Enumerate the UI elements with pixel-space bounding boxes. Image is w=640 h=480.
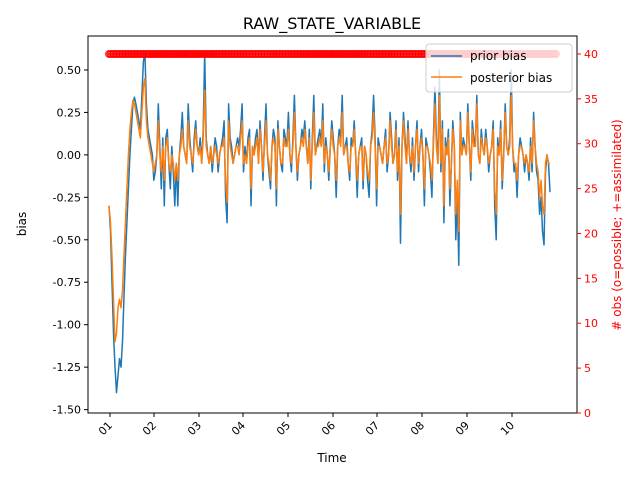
y-tick-label: -1.25 [53,361,81,374]
y-tick-label: 0.50 [57,64,82,77]
y-tick-label: -0.50 [53,234,81,247]
y2-tick-label: 35 [584,93,598,106]
y2-axis-label: # obs (o=possible; +=assimilated) [610,119,624,330]
y2-tick-label: 0 [584,407,591,420]
y2-tick-label: 5 [584,362,591,375]
y2-tick-label: 15 [584,272,598,285]
posterior-bias-line [108,77,550,343]
y2-tick-label: 40 [584,48,598,61]
right-axis: 0 5 10 15 20 25 30 35 40 [577,48,598,420]
left-axis: -1.50 -1.25 -1.00 -0.75 -0.50 -0.25 0.00 0.25 0.… [53,64,88,417]
legend-prior-label: prior bias [470,49,527,63]
y2-tick-label: 30 [584,138,598,151]
plot-area [108,52,551,394]
y2-tick-label: 20 [584,227,598,240]
y-tick-label: 0.00 [57,149,82,162]
legend-box [425,43,573,93]
y-tick-label: -1.50 [53,404,81,417]
y-tick-label: -0.25 [53,191,81,204]
y2-tick-label: 10 [584,317,598,330]
y-tick-label: -0.75 [53,276,81,289]
x-axis-label: Time [316,451,346,465]
y-tick-label: -1.00 [53,319,81,332]
obs-markers [105,50,560,58]
legend: prior bias posterior bias [425,43,573,93]
y-tick-label: 0.25 [57,106,82,119]
legend-posterior-label: posterior bias [470,71,552,85]
y-axis-label: bias [15,212,29,237]
chart-title: RAW_STATE_VARIABLE [243,14,421,34]
y2-tick-label: 25 [584,183,598,196]
